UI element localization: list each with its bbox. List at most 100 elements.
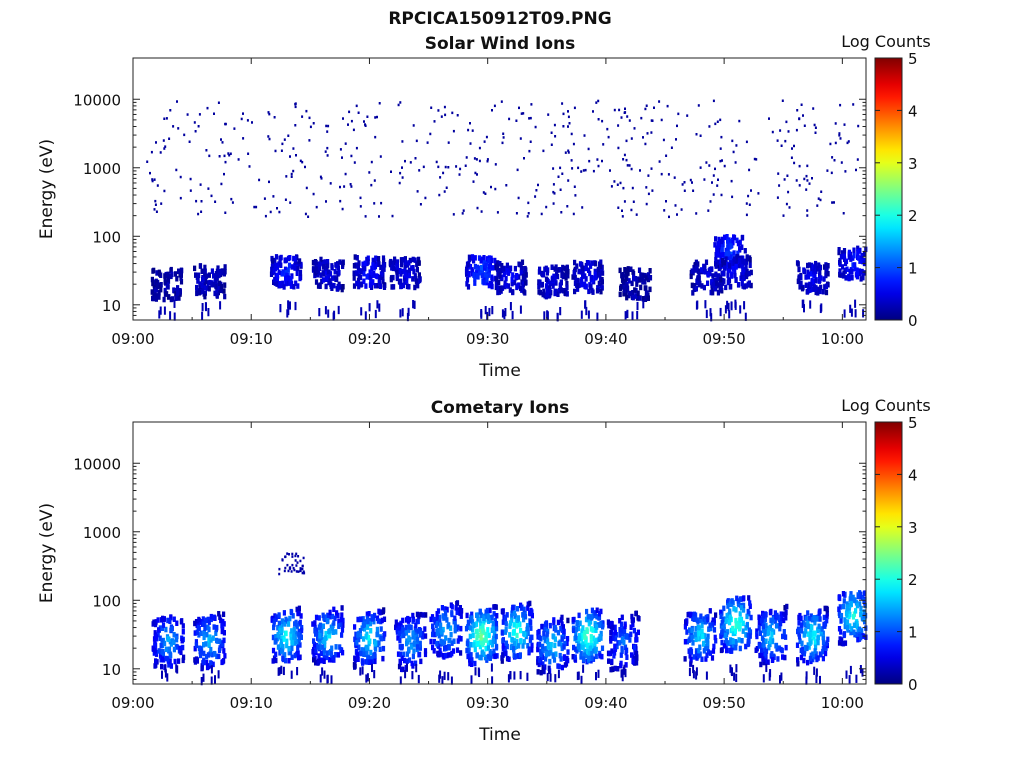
heatmap-cell xyxy=(392,284,396,290)
heatmap-cell xyxy=(838,271,842,278)
heatmap-cell xyxy=(214,283,218,290)
heatmap-cell xyxy=(293,256,297,262)
heatmap-cell xyxy=(290,639,294,645)
heatmap-cell xyxy=(325,124,328,128)
heatmap-cell xyxy=(718,252,723,258)
heatmap-cell xyxy=(570,132,573,136)
heatmap-cell xyxy=(719,613,723,620)
heatmap-cell xyxy=(380,617,384,624)
heatmap-cell xyxy=(482,191,485,194)
heatmap-cell xyxy=(415,611,419,618)
heatmap-cell xyxy=(561,172,564,175)
heatmap-cell xyxy=(152,267,156,274)
heatmap-cell xyxy=(713,634,717,641)
heatmap-cell xyxy=(624,311,627,320)
heatmap-cell xyxy=(745,621,749,628)
heatmap-cell xyxy=(722,605,726,612)
heatmap-cell xyxy=(631,621,635,628)
heatmap-cell xyxy=(594,260,598,267)
heatmap-cell xyxy=(598,622,602,628)
heatmap-cell xyxy=(270,263,274,270)
heatmap-cell xyxy=(814,289,818,296)
heatmap-cell xyxy=(407,646,411,653)
heatmap-cell xyxy=(471,129,474,132)
heatmap-cell xyxy=(745,613,749,620)
heatmap-cell xyxy=(822,264,827,270)
heatmap-cell xyxy=(368,303,371,312)
heatmap-cell xyxy=(458,173,461,176)
heatmap-cell xyxy=(301,115,304,118)
heatmap-cell xyxy=(735,664,738,673)
heatmap-cell xyxy=(512,622,516,628)
heatmap-cell xyxy=(468,616,473,623)
heatmap-cell xyxy=(724,638,728,644)
heatmap-cell xyxy=(735,144,738,147)
heatmap-cell xyxy=(195,284,199,291)
heatmap-cell xyxy=(210,651,214,658)
heatmap-cell xyxy=(159,151,162,154)
heatmap-cell xyxy=(451,648,456,654)
heatmap-cell xyxy=(717,178,719,181)
heatmap-cell xyxy=(817,609,821,615)
heatmap-cell xyxy=(210,665,213,674)
heatmap-cell xyxy=(397,630,401,637)
heatmap-cell xyxy=(486,613,490,619)
heatmap-cell xyxy=(590,650,594,657)
heatmap-cell xyxy=(575,263,579,269)
heatmap-cell xyxy=(217,269,221,275)
heatmap-cell xyxy=(561,102,564,105)
heatmap-cell xyxy=(160,656,165,662)
heatmap-cell xyxy=(449,631,453,638)
heatmap-cell xyxy=(274,638,278,644)
heatmap-cell xyxy=(747,638,751,644)
heatmap-cell xyxy=(295,606,299,613)
heatmap-cell xyxy=(722,623,726,629)
heatmap-cell xyxy=(513,613,517,619)
heatmap-cell xyxy=(749,269,753,276)
heatmap-cell xyxy=(559,626,563,632)
heatmap-cell xyxy=(856,636,860,643)
heatmap-cell xyxy=(402,651,406,658)
heatmap-cell xyxy=(486,627,490,633)
heatmap-cell xyxy=(182,654,186,661)
heatmap-cell xyxy=(504,282,508,289)
heatmap-cell xyxy=(635,650,639,657)
heatmap-cell xyxy=(748,168,751,172)
heatmap-cell xyxy=(846,141,849,145)
heatmap-cell xyxy=(472,622,476,629)
heatmap-cell xyxy=(296,650,300,656)
heatmap-cell xyxy=(201,621,205,627)
heatmap-cell xyxy=(484,637,488,643)
heatmap-cell xyxy=(473,280,477,286)
heatmap-cell xyxy=(645,104,648,107)
heatmap-cell xyxy=(808,182,811,185)
heatmap-cell xyxy=(579,632,583,639)
heatmap-cell xyxy=(545,651,549,657)
heatmap-cell xyxy=(175,276,179,282)
heatmap-cell xyxy=(696,630,700,637)
heatmap-cell xyxy=(172,616,176,622)
heatmap-cell xyxy=(812,269,816,275)
heatmap-cell xyxy=(407,657,412,663)
heatmap-cell xyxy=(574,194,577,197)
heatmap-cell xyxy=(733,272,737,279)
heatmap-cell xyxy=(401,176,404,179)
heatmap-cell xyxy=(273,276,277,283)
heatmap-cell xyxy=(591,627,595,633)
heatmap-cell xyxy=(469,625,473,631)
heatmap-cell xyxy=(548,622,552,629)
heatmap-cell xyxy=(500,608,504,615)
heatmap-cell xyxy=(760,635,765,641)
heatmap-cell xyxy=(774,623,779,629)
heatmap-cell xyxy=(799,280,803,287)
heatmap-cell xyxy=(849,304,852,313)
heatmap-cell xyxy=(734,264,738,270)
heatmap-cell xyxy=(809,658,813,665)
heatmap-cell xyxy=(641,296,645,302)
heatmap-cell xyxy=(689,178,692,182)
heatmap-cell xyxy=(579,278,583,285)
heatmap-cell xyxy=(594,627,598,633)
heatmap-cell xyxy=(696,300,699,309)
heatmap-cell xyxy=(840,161,843,164)
